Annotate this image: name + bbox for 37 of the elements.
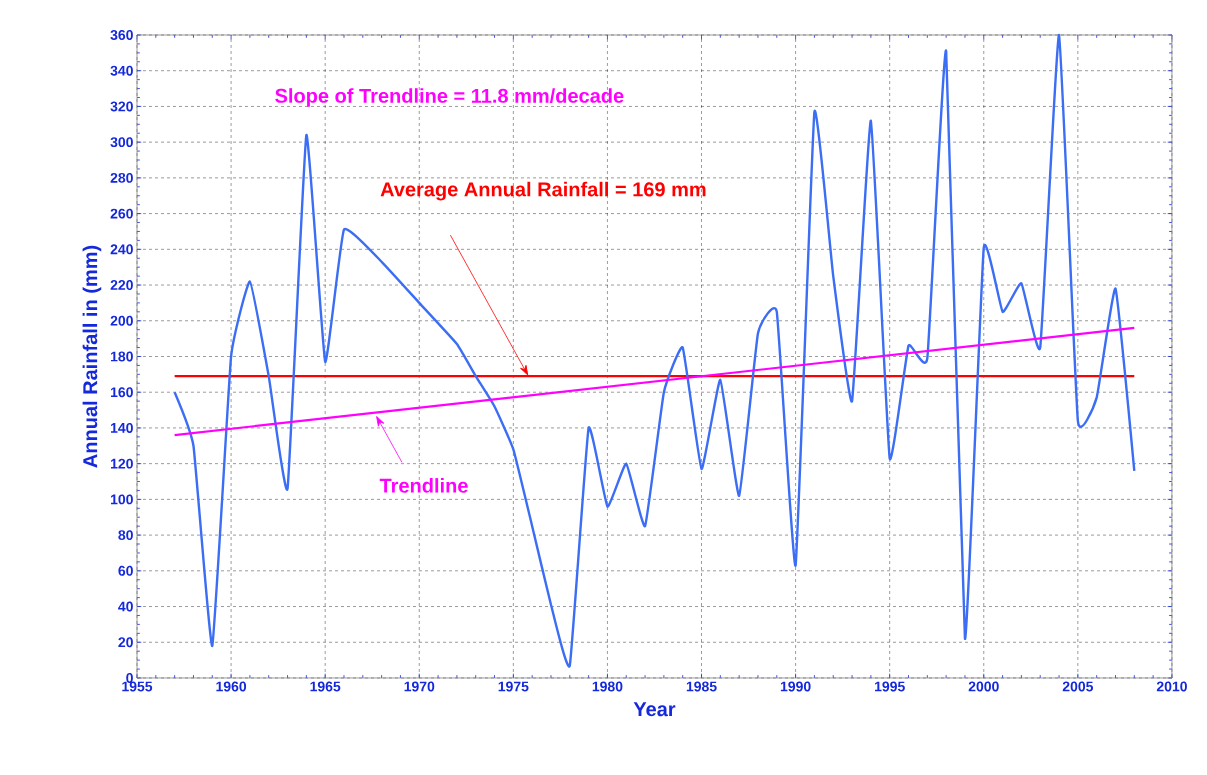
ref-line-label: Average Annual Rainfall = 169 mm <box>380 181 706 201</box>
y-tick-label: 340 <box>110 65 133 76</box>
x-tick-label: 1955 <box>122 681 153 692</box>
y-tick-label: 180 <box>110 351 133 362</box>
y-tick-label: 360 <box>110 30 133 40</box>
y-tick-label: 80 <box>118 530 133 541</box>
y-tick-label: 140 <box>110 422 133 433</box>
annotation: Trendline <box>379 478 468 493</box>
x-tick-label: 1980 <box>592 681 623 692</box>
y-tick-label: 160 <box>110 387 133 398</box>
x-axis-title: Year <box>633 702 676 717</box>
y-tick-label: 100 <box>110 494 133 505</box>
y-tick-label: 20 <box>118 637 133 648</box>
x-tick-label: 2000 <box>968 681 999 692</box>
x-tick-label: 1990 <box>780 681 811 692</box>
x-tick-label: 1965 <box>310 681 341 692</box>
y-tick-label: 200 <box>110 315 133 326</box>
y-tick-label: 120 <box>110 458 133 469</box>
x-tick-label: 1985 <box>686 681 717 692</box>
y-tick-label: 280 <box>110 172 133 183</box>
y-tick-label: 40 <box>118 601 133 612</box>
y-tick-label: 240 <box>110 244 133 255</box>
x-tick-label: 1960 <box>216 681 247 692</box>
y-tick-label: 260 <box>110 208 133 219</box>
x-tick-label: 1975 <box>498 681 529 692</box>
x-tick-label: 1970 <box>404 681 435 692</box>
annotation: Slope of Trendline = 11.8 mm/decade <box>275 88 624 107</box>
y-axis-title: Annual Rainfall in (mm) <box>82 245 102 468</box>
y-tick-label: 60 <box>118 565 133 576</box>
y-tick-label: 0 <box>126 673 133 683</box>
x-tick-label: 2005 <box>1062 681 1094 692</box>
y-tick-label: 320 <box>110 101 133 112</box>
x-tick-label: 1995 <box>874 681 905 692</box>
y-tick-label: 300 <box>110 137 133 148</box>
line-series <box>173 33 1136 667</box>
x-tick-label: 2010 <box>1156 681 1187 692</box>
y-tick-label: 220 <box>110 280 133 290</box>
